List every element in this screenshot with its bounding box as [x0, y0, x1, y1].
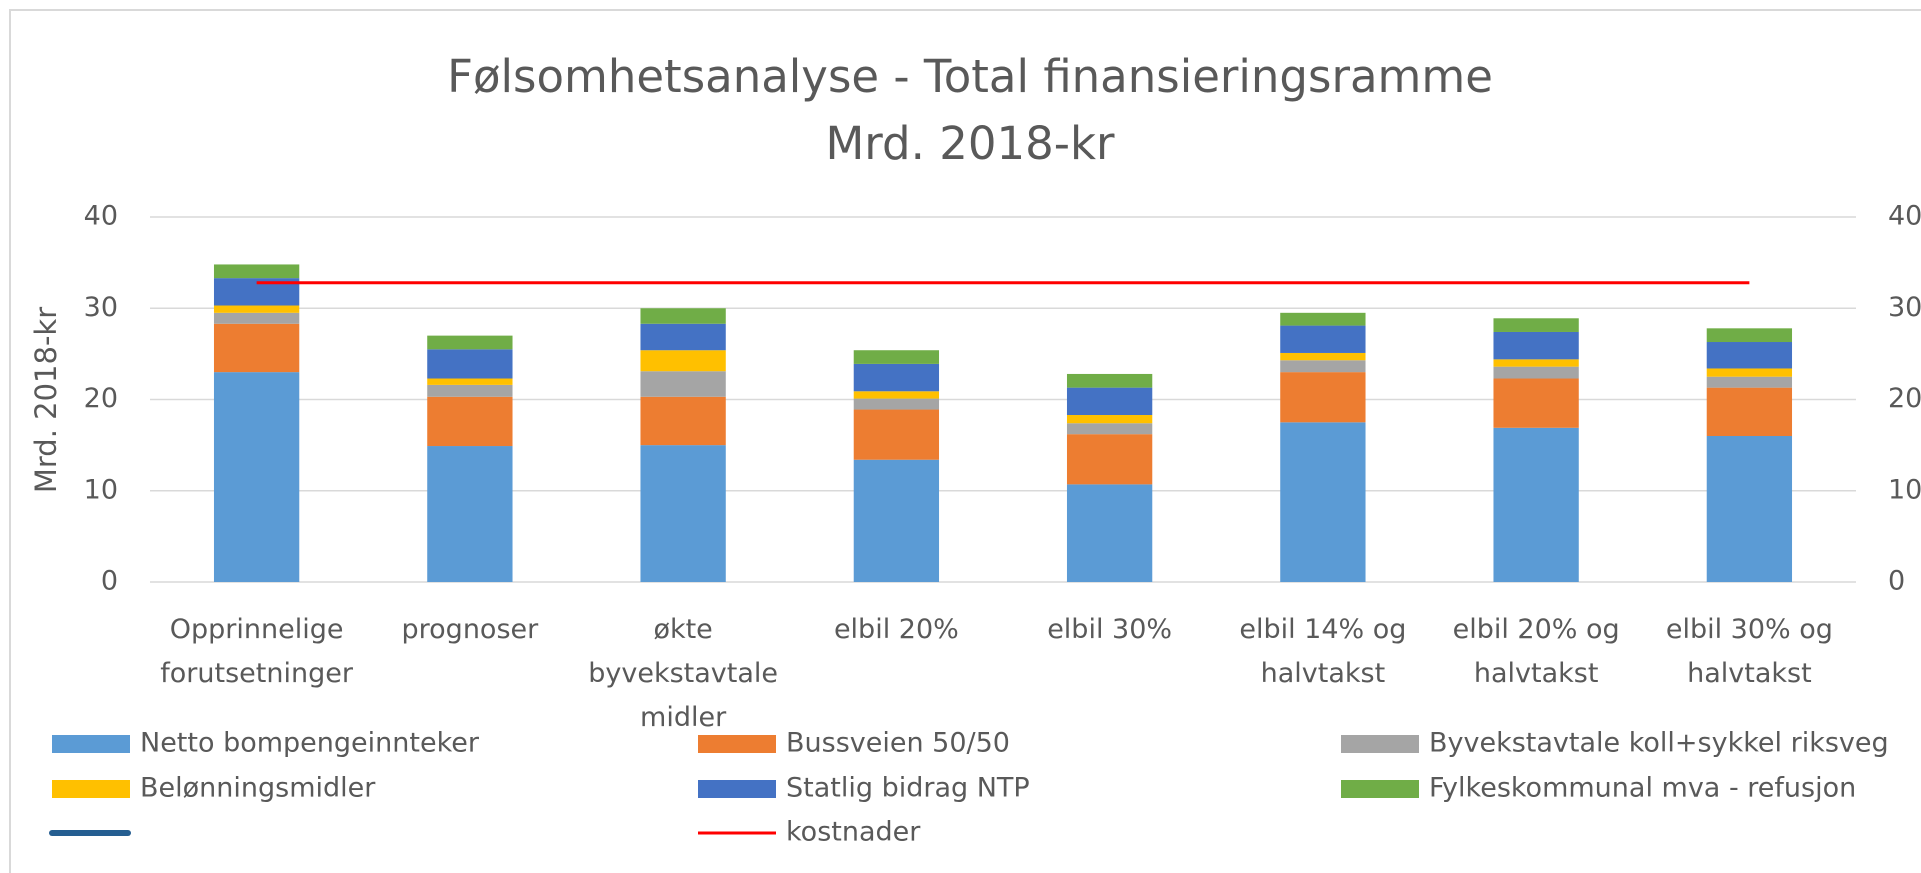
bar-segment: [640, 445, 726, 582]
bar-segment: [1493, 427, 1579, 582]
bar-segment: [1280, 312, 1366, 326]
y2-tick-label: 40: [1888, 201, 1921, 232]
bar-segment: [640, 350, 726, 372]
bar-segment: [1493, 331, 1579, 360]
legend-swatch: [1341, 780, 1419, 798]
bar-segment: [1280, 325, 1366, 353]
bar-segment: [1066, 373, 1153, 388]
x-tick-label: elbil 20% og halvtakst: [1453, 614, 1620, 689]
x-tick-label: elbil 30%: [1047, 614, 1172, 645]
legend-label: Byvekstavtale koll+sykkel riksveg: [1429, 728, 1889, 759]
bar-segment: [213, 305, 300, 313]
legend-label: Statlig bidrag NTP: [786, 773, 1030, 804]
bar-segment: [1066, 423, 1153, 435]
bar-segment: [427, 384, 513, 397]
x-tick-label: Opprinnelige forutsetninger: [160, 614, 354, 689]
y-tick-label: 30: [84, 292, 118, 323]
x-tick-label: prognoser: [402, 614, 540, 645]
bar-segment: [1706, 342, 1793, 369]
legend-swatch: [1341, 735, 1419, 753]
bar-segment: [853, 391, 940, 399]
bar-segment: [1706, 376, 1793, 388]
bar-segment: [1493, 378, 1579, 428]
bar-segment: [213, 264, 300, 279]
y-tick-label: 0: [101, 566, 118, 597]
y2-tick-label: 20: [1888, 383, 1921, 414]
bar-segment: [853, 459, 940, 582]
bar-segment: [1280, 422, 1366, 582]
bar-segment: [427, 396, 513, 447]
bar-segment: [853, 350, 940, 364]
y2-tick-label: 0: [1888, 566, 1905, 597]
bar-segment: [853, 363, 940, 392]
y2-tick-label: 10: [1888, 474, 1921, 505]
bar-segment: [1706, 387, 1793, 436]
bar-segment: [1493, 318, 1579, 332]
bar-segment: [1066, 484, 1153, 582]
bar-segment: [427, 349, 513, 379]
bar-segment: [1706, 436, 1793, 582]
legend-label: Bussveien 50/50: [786, 728, 1010, 759]
bar-segment: [1706, 368, 1793, 377]
bar-segment: [213, 312, 300, 324]
bar-segment: [640, 396, 726, 446]
y-tick-label: 10: [84, 474, 118, 505]
bar-segment: [853, 398, 940, 410]
legend-swatch: [52, 780, 130, 798]
legend-label: Fylkeskommunal mva - refusjon: [1429, 773, 1856, 804]
x-tick-label: elbil 30% og halvtakst: [1666, 614, 1833, 689]
x-tick-label: elbil 20%: [834, 614, 959, 645]
bar-segment: [1493, 366, 1579, 379]
bar-segment: [1280, 372, 1366, 423]
chart-frame: [9, 9, 1921, 873]
chart-title: Følsomhetsanalyse - Total finansieringsr…: [447, 50, 1493, 103]
legend-label: kostnader: [786, 817, 921, 848]
bar-segment: [1493, 359, 1579, 367]
bar-segment: [853, 409, 940, 460]
legend-label: Belønningsmidler: [140, 773, 376, 804]
x-tick-label: økte byvekstavtale midler: [588, 614, 778, 733]
bar-segment: [427, 378, 513, 385]
bar-segment: [1706, 328, 1793, 343]
legend-swatch: [698, 735, 776, 753]
x-tick-label: elbil 14% og halvtakst: [1239, 614, 1406, 689]
bar-segment: [640, 371, 726, 397]
bar-segment: [427, 446, 513, 582]
y2-tick-label: 30: [1888, 292, 1921, 323]
legend-swatch: [698, 780, 776, 798]
bar-segment: [1066, 415, 1153, 424]
y-tick-label: 40: [84, 201, 118, 232]
legend-label: Netto bompengeinnteker: [140, 728, 480, 759]
bar-segment: [1280, 360, 1366, 373]
y-tick-label: 20: [84, 383, 118, 414]
bar-segment: [1280, 352, 1366, 361]
bar-segment: [427, 335, 513, 350]
bar-segment: [640, 308, 726, 324]
chart-subtitle: Mrd. 2018-kr: [825, 117, 1115, 170]
y-axis-label: Mrd. 2018-kr: [29, 307, 63, 493]
bar-segment: [1066, 387, 1153, 416]
bar-segment: [1066, 434, 1153, 485]
bar-segment: [213, 323, 300, 373]
legend-swatch: [52, 735, 130, 753]
bar-segment: [640, 323, 726, 351]
bar-segment: [213, 372, 300, 582]
